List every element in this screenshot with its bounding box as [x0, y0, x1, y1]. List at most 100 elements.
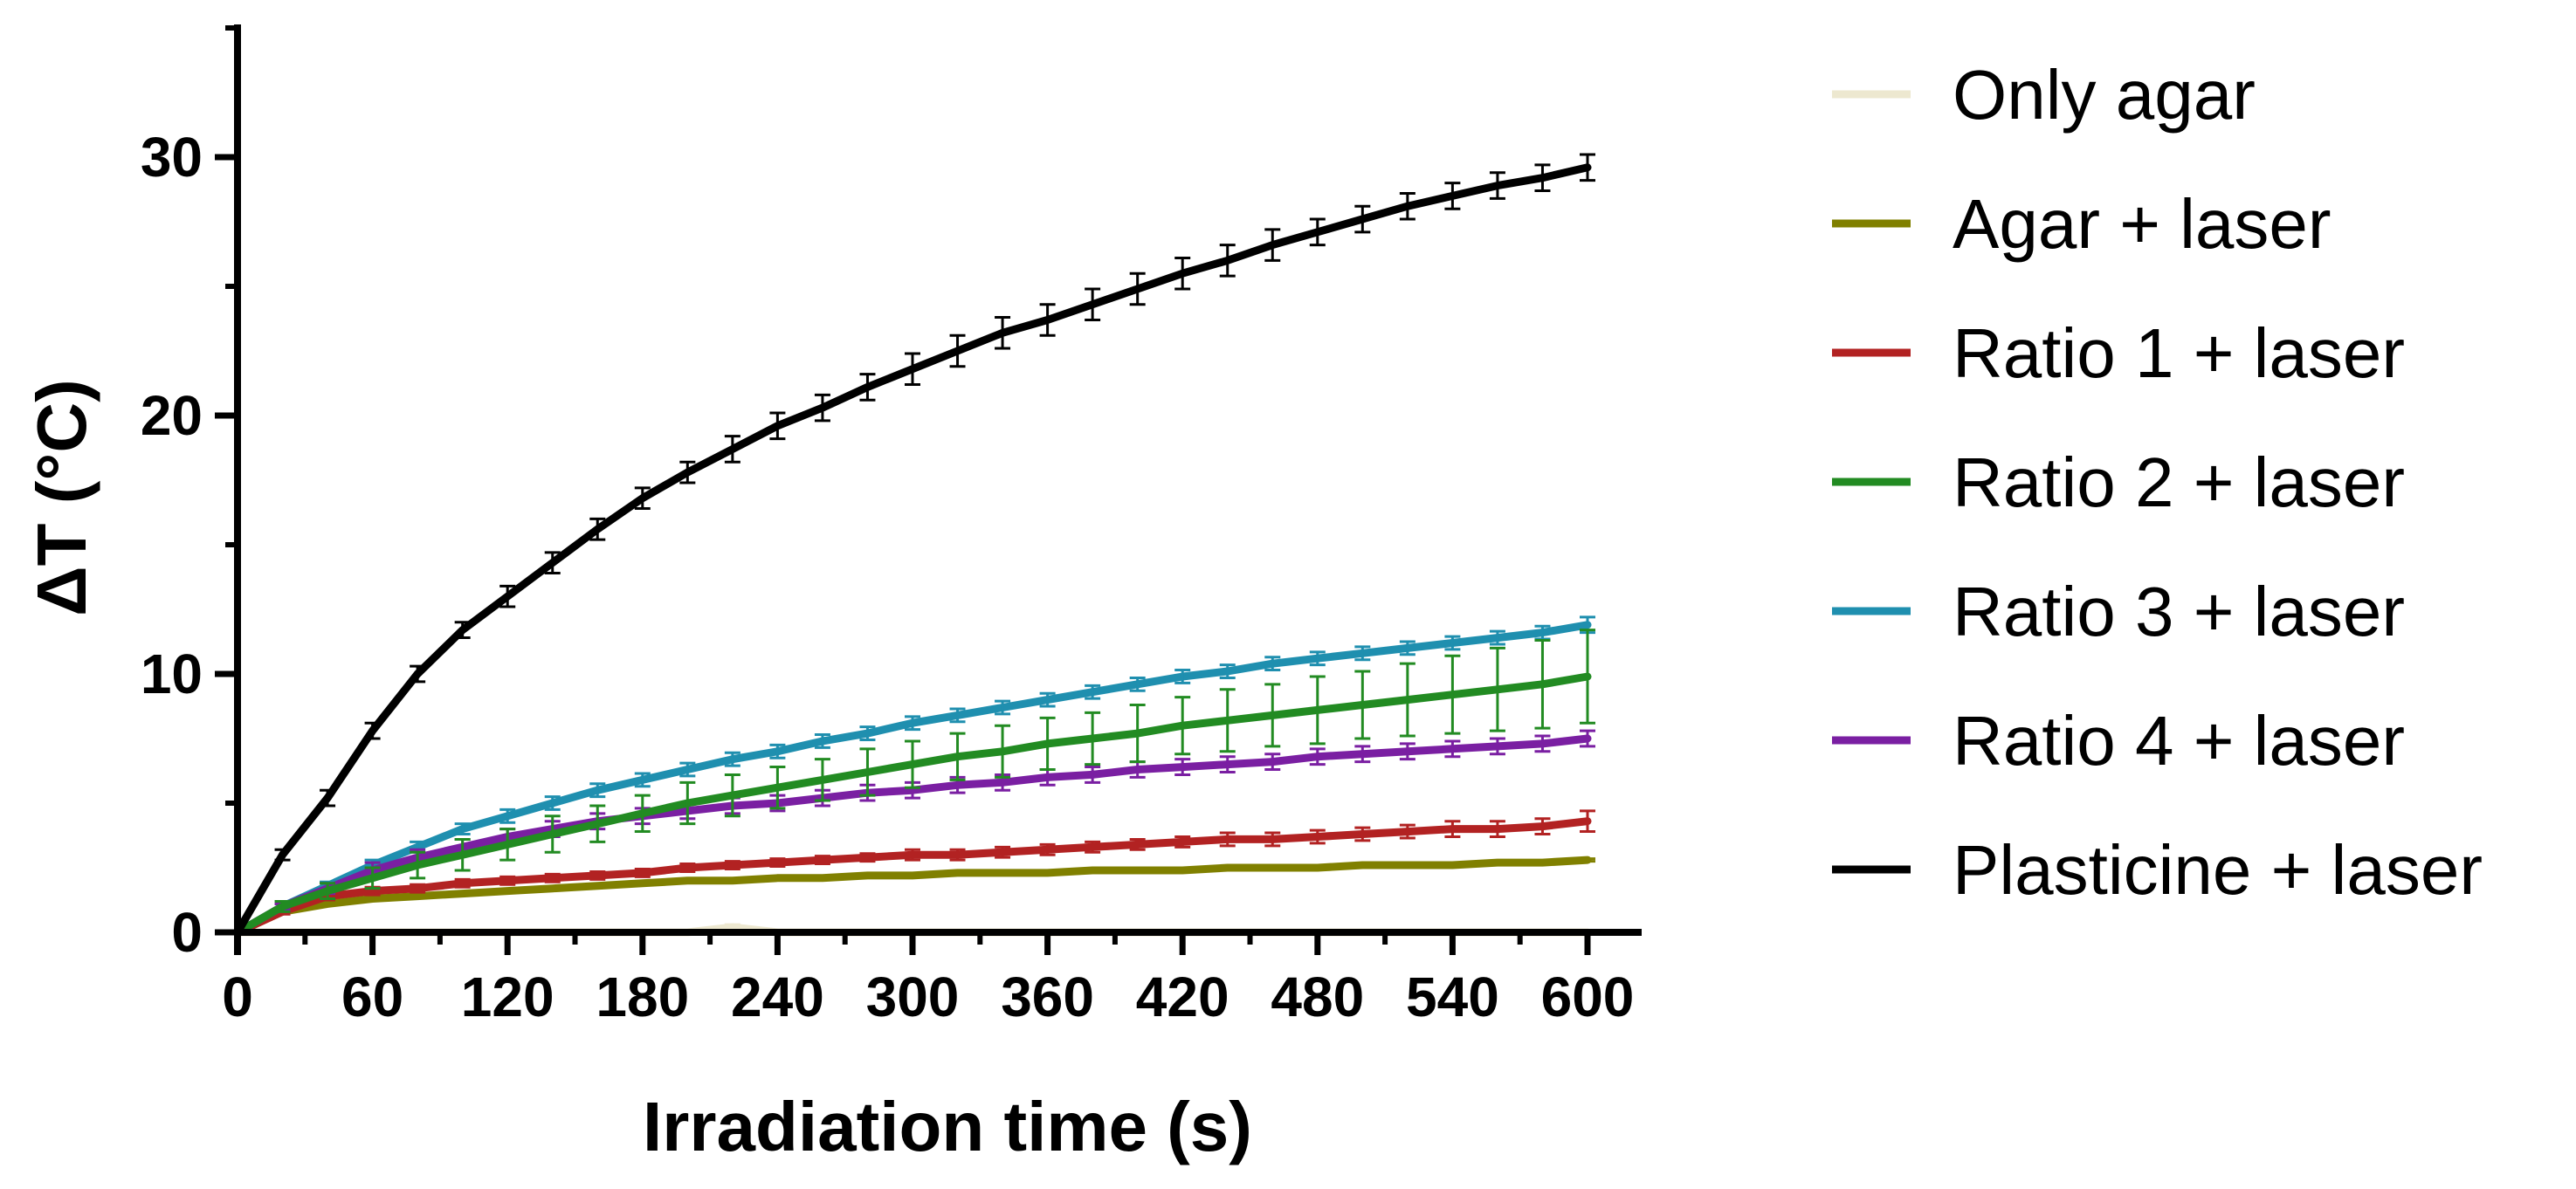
- error-bar: [1085, 766, 1101, 784]
- error-bar: [1039, 716, 1056, 772]
- error-bar: [499, 888, 516, 894]
- x-tick-label: 600: [1541, 966, 1635, 1028]
- legend-item-only-agar: Only agar: [1832, 56, 2256, 134]
- error-bar: [905, 872, 920, 878]
- error-bar: [1444, 739, 1461, 759]
- error-bar: [1129, 837, 1146, 851]
- error-bar: [589, 782, 606, 799]
- legend-label: Plasticine + laser: [1953, 831, 2483, 909]
- series-line-agar-laser: [233, 856, 1592, 937]
- error-bar: [724, 751, 740, 767]
- error-bar: [1174, 669, 1191, 684]
- error-bar: [1489, 737, 1505, 756]
- error-bar: [544, 885, 561, 891]
- x-tick-label: 420: [1136, 966, 1229, 1028]
- error-bar: [859, 852, 876, 863]
- legend-label: Agar + laser: [1953, 185, 2331, 263]
- error-bar: [1534, 860, 1551, 866]
- error-bar: [949, 869, 966, 876]
- error-bar: [1444, 635, 1461, 651]
- error-bar: [634, 880, 651, 886]
- error-bar: [1129, 271, 1146, 306]
- x-tick-label: 120: [461, 966, 554, 1028]
- legend-label: Ratio 4 + laser: [1953, 702, 2405, 780]
- error-bar: [410, 883, 426, 894]
- error-bar: [454, 877, 471, 889]
- error-bar: [859, 747, 876, 797]
- legend-label: Ratio 2 + laser: [1953, 443, 2405, 521]
- error-bar: [1129, 704, 1146, 764]
- error-bar: [1399, 662, 1415, 738]
- legend-item-agar-laser: Agar + laser: [1832, 185, 2331, 263]
- error-bar: [814, 875, 830, 881]
- error-bar: [1129, 676, 1146, 692]
- error-bar: [1039, 869, 1056, 876]
- error-bar: [1489, 820, 1505, 838]
- error-bar: [814, 855, 830, 866]
- error-bar: [499, 828, 516, 862]
- error-bar: [274, 848, 291, 862]
- error-bar: [1129, 867, 1146, 873]
- series-line-plasticine-laser: [233, 163, 1592, 937]
- error-bar: [1580, 857, 1595, 863]
- error-bar: [634, 486, 651, 511]
- legend-item-plasticine-laser: Plasticine + laser: [1832, 831, 2483, 909]
- error-bar: [995, 869, 1011, 876]
- error-bar: [1354, 745, 1371, 764]
- x-tick-label: 240: [731, 966, 824, 1028]
- error-bar: [1444, 182, 1461, 210]
- error-bar: [1039, 303, 1056, 337]
- error-bar: [679, 761, 696, 778]
- error-bar: [905, 848, 920, 862]
- error-bar: [1039, 842, 1056, 856]
- y-axis-title: ΔT (°C): [23, 379, 100, 616]
- error-bar: [1309, 865, 1326, 870]
- x-tick-label: 0: [222, 966, 253, 1028]
- error-bar: [499, 808, 516, 824]
- error-bar: [410, 664, 426, 684]
- error-bar: [1264, 228, 1281, 262]
- series-agar-laser: [233, 856, 1595, 937]
- error-bar: [1309, 828, 1326, 845]
- error-bar: [1219, 688, 1236, 753]
- error-bar: [1580, 629, 1595, 725]
- error-bar: [1354, 670, 1371, 740]
- error-bar: [724, 860, 740, 870]
- error-bar: [679, 863, 696, 873]
- error-bar: [1174, 256, 1191, 291]
- error-bar: [1444, 820, 1461, 838]
- error-bar: [905, 352, 920, 386]
- y-tick-label: 20: [141, 384, 203, 447]
- y-tick-label: 10: [141, 643, 203, 705]
- error-bar: [544, 795, 561, 811]
- error-bar: [544, 551, 561, 575]
- error-bar: [1219, 244, 1236, 278]
- x-tick-label: 60: [341, 966, 403, 1028]
- error-bar: [320, 901, 336, 907]
- error-bar: [1580, 153, 1595, 182]
- error-bar: [1309, 747, 1326, 766]
- error-bar: [1039, 691, 1056, 708]
- error-bar: [1580, 809, 1595, 834]
- error-bar: [724, 435, 740, 464]
- x-tick-label: 540: [1406, 966, 1499, 1028]
- error-bar: [1309, 675, 1326, 746]
- error-bar: [724, 773, 740, 818]
- error-bar: [1354, 863, 1371, 869]
- error-bar: [1580, 729, 1595, 748]
- series-ratio-1-laser: [233, 809, 1595, 937]
- series-ratio-2-laser: [233, 629, 1595, 937]
- error-bar: [1399, 823, 1415, 840]
- error-bar: [1444, 863, 1461, 869]
- error-bar: [769, 411, 786, 441]
- error-bar: [410, 893, 426, 899]
- error-bar: [769, 875, 786, 881]
- error-bar: [905, 739, 920, 789]
- error-bar: [274, 899, 291, 913]
- error-bar: [679, 877, 696, 883]
- error-bar: [1489, 171, 1505, 200]
- error-bar: [364, 866, 381, 890]
- error-bar: [320, 882, 336, 901]
- error-bar: [769, 857, 786, 869]
